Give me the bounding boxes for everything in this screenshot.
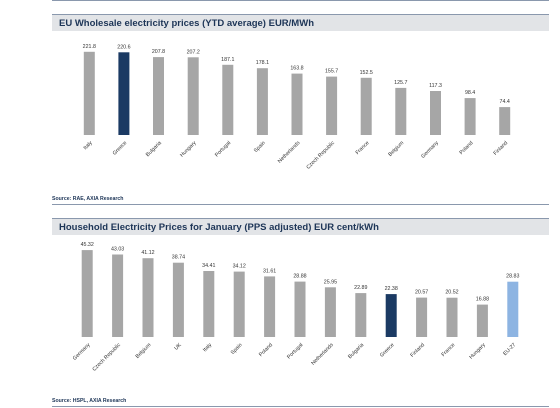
- category-label: Poland: [258, 342, 274, 358]
- data-label: 28.83: [506, 274, 519, 280]
- data-label: 25.95: [324, 279, 337, 285]
- data-label: 117.3: [429, 83, 442, 89]
- bar-bulgaria: [355, 293, 367, 337]
- data-label: 20.52: [445, 290, 458, 296]
- bar-czech-republic: [326, 76, 338, 135]
- data-label: 74.4: [500, 99, 510, 105]
- bar-finland: [416, 297, 428, 337]
- category-label: France: [355, 140, 371, 156]
- data-label: 187.1: [221, 57, 234, 63]
- data-label: 221.8: [83, 44, 96, 50]
- category-label: Spain: [253, 140, 267, 154]
- category-label: EU-27: [502, 342, 517, 357]
- category-label: UK: [173, 342, 183, 352]
- data-label: 41.12: [141, 250, 154, 256]
- bar-spain: [256, 68, 268, 135]
- chart-title-household: Household Electricity Prices for January…: [52, 218, 549, 235]
- category-label: Portugal: [214, 140, 232, 158]
- bar-portugal: [222, 64, 234, 135]
- category-label: Bulgaria: [145, 140, 163, 158]
- bar-poland: [464, 98, 476, 135]
- category-label: Spain: [230, 342, 244, 356]
- category-label: Finland: [493, 140, 510, 157]
- bar-portugal: [294, 281, 306, 337]
- category-label: Germany: [72, 342, 92, 362]
- bar-france: [360, 77, 372, 135]
- bar-greece: [118, 52, 130, 135]
- data-label: 43.03: [111, 247, 124, 253]
- data-label: 125.7: [394, 80, 407, 86]
- top-rule: [52, 0, 549, 1]
- category-label: Netherlands: [277, 140, 302, 165]
- category-label: France: [441, 342, 457, 358]
- data-label: 22.89: [354, 285, 367, 291]
- category-label: Belgium: [135, 342, 153, 360]
- data-label: 163.8: [290, 66, 303, 72]
- data-label: 34.12: [233, 264, 246, 270]
- category-label: Czech Republic: [92, 342, 123, 373]
- category-label: Greece: [379, 342, 396, 359]
- bar-italy: [83, 51, 95, 135]
- data-label: 34.41: [202, 263, 215, 269]
- chart-household: 45.32 Germany 43.03 Czech Republic 41.12 Belg…: [72, 242, 520, 373]
- data-label: 207.8: [152, 49, 165, 55]
- data-label: 178.1: [256, 60, 269, 66]
- data-label: 38.74: [172, 255, 185, 261]
- data-label: 207.2: [187, 49, 200, 55]
- bar-netherlands: [324, 287, 336, 337]
- data-label: 16.88: [476, 297, 489, 303]
- bar-germany: [81, 250, 93, 337]
- data-label: 22.38: [385, 286, 398, 292]
- bar-poland: [264, 276, 276, 337]
- bar-finland: [499, 107, 511, 135]
- category-label: Germany: [420, 140, 440, 160]
- category-label: Netherlands: [310, 342, 335, 367]
- category-label: Hungary: [468, 342, 487, 361]
- category-label: Greece: [112, 140, 129, 157]
- bar-bulgaria: [153, 57, 164, 135]
- bar-eu-27: [507, 281, 519, 337]
- bar-belgium: [142, 258, 154, 337]
- bar-greece: [385, 294, 397, 337]
- chart-title-wholesale: EU Wholesale electricity prices (YTD ave…: [52, 14, 549, 31]
- category-label: Finland: [409, 342, 426, 359]
- source-household: Source: HSPL, AXIA Research: [52, 398, 549, 407]
- data-label: 152.5: [360, 70, 373, 76]
- data-label: 31.61: [263, 268, 276, 274]
- bar-hungary: [476, 304, 488, 337]
- bar-germany: [430, 91, 441, 135]
- bar-netherlands: [291, 73, 303, 135]
- data-label: 20.57: [415, 290, 428, 296]
- bar-spain: [233, 271, 245, 337]
- bar-belgium: [395, 87, 407, 135]
- category-label: Belgium: [387, 140, 405, 158]
- category-label: Hungary: [179, 140, 198, 159]
- data-label: 45.32: [81, 242, 94, 248]
- data-label: 28.88: [293, 274, 306, 280]
- bar-france: [446, 297, 458, 337]
- data-label: 155.7: [325, 69, 338, 75]
- bar-uk: [172, 262, 184, 337]
- bar-czech-republic: [112, 254, 124, 337]
- category-label: Italy: [83, 140, 94, 151]
- category-label: Portugal: [286, 342, 304, 360]
- bar-hungary: [187, 57, 199, 135]
- category-label: Italy: [202, 342, 213, 353]
- data-label: 98.4: [465, 90, 475, 96]
- data-label: 220.6: [117, 44, 130, 50]
- chart-wholesale: 221.8 Italy 220.6 Greece 207.8 Bulgaria 207.2 H…: [83, 44, 511, 171]
- category-label: Bulgaria: [347, 342, 365, 360]
- source-wholesale: Source: RAE, AXIA Research: [52, 196, 549, 205]
- category-label: Czech Republic: [306, 140, 337, 171]
- bar-italy: [203, 271, 215, 337]
- category-label: Poland: [459, 140, 475, 156]
